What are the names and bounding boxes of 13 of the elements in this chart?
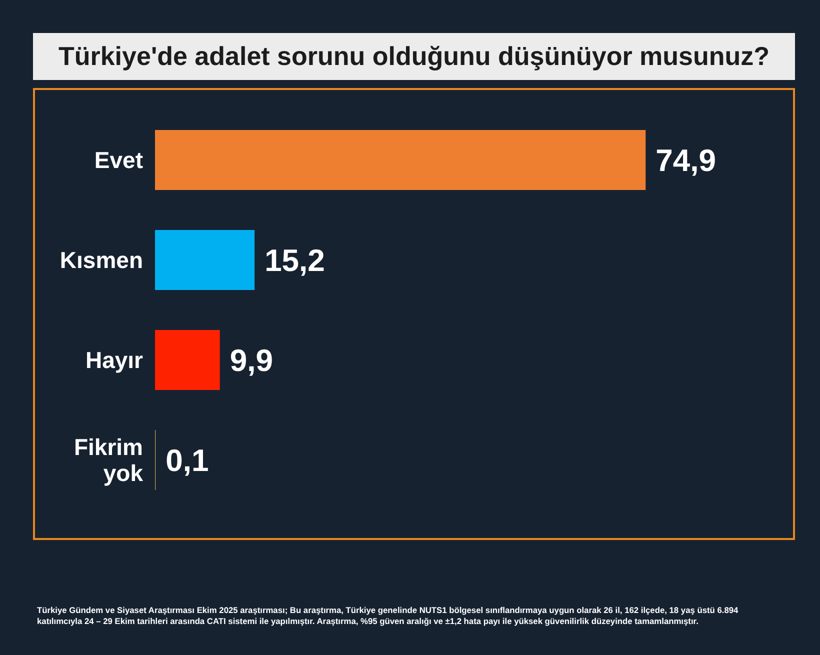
- bar: [155, 230, 255, 290]
- y-tick-label: Evet: [94, 147, 144, 173]
- data-label: 15,2: [264, 243, 325, 278]
- y-tick-label: Hayır: [85, 347, 144, 373]
- text: Türkiye Gündem ve Siyaset Araştırması Ekim 2025 araştırması; Bu araştırma, Türkiye genelinde NUTS1 bölgesel sınıflandırmaya uygun olarak 26 il, 162 ilçede, 18 yaş üstü 6.894 katılımcıyla 24 – 29 Ekim tarihleri arasında CATI sistemi ile yapılmıştır. Araştırma, %95 güven aralığı ve ±1,2 hata payı ile yüksek güvenilirlik düzeyinde tamamlanmıştır.: [37, 605, 740, 627]
- y-tick-label: Fikrim yok: [74, 434, 144, 486]
- bar: [155, 330, 220, 390]
- bar: [155, 130, 646, 190]
- data-label: 74,9: [656, 143, 716, 178]
- data-label: 9,9: [230, 343, 273, 378]
- chart-title: Türkiye'de adalet sorunu olduğunu düşünüyor musunuz?: [33, 33, 795, 80]
- y-tick-label: Kısmen: [60, 247, 143, 273]
- data-label: 0,1: [166, 443, 209, 478]
